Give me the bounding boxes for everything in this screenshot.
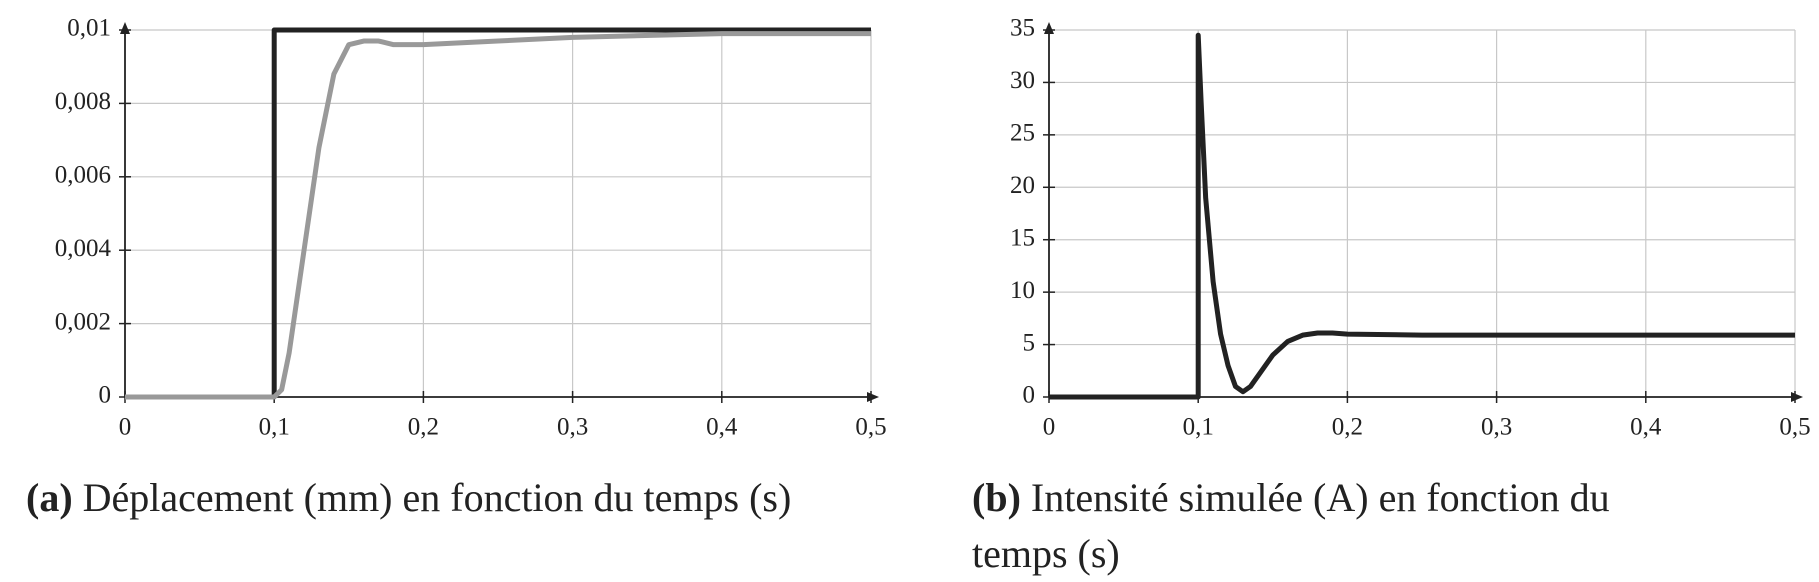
- series-line: [125, 31, 871, 400]
- x-tick-label: 0,5: [855, 414, 886, 441]
- y-tick-label: 0,002: [55, 308, 111, 335]
- series-line: [125, 27, 871, 400]
- y-tick-label: 0,008: [55, 88, 111, 115]
- y-tick-label: 25: [1010, 120, 1035, 147]
- y-tick-label: 20: [1010, 172, 1035, 199]
- x-axis-arrow: [867, 392, 879, 402]
- charts: 0 0,002 0,004 0,006 0,008 0,01 0 0,1 0,2 0,3 0,4 0,…: [55, 15, 1811, 441]
- x-tick-label: 0,2: [408, 414, 439, 441]
- x-tick-label: 0,3: [557, 414, 588, 441]
- caption-a: (a) Déplacement (mm) en fonction du temps…: [26, 470, 926, 526]
- y-tick-label: 0: [1023, 382, 1036, 409]
- y-tick-label: 10: [1010, 277, 1035, 304]
- x-tick-label: 0,3: [1481, 414, 1512, 441]
- y-tick-label: 0,006: [55, 162, 111, 189]
- y-axis-arrow: [120, 22, 130, 34]
- caption-b: (b) Intensité simulée (A) en fonction du …: [972, 470, 1692, 582]
- y-tick-label: 0,004: [55, 235, 112, 262]
- x-axis-arrow: [1791, 392, 1803, 402]
- x-tick-label: 0,2: [1332, 414, 1363, 441]
- x-tick-label: 0,4: [706, 414, 738, 441]
- x-tick-label: 0,5: [1779, 414, 1810, 441]
- y-tick-label: 15: [1010, 224, 1035, 251]
- x-tick-label: 0,1: [1183, 414, 1214, 441]
- y-tick-label: 30: [1010, 67, 1035, 94]
- y-tick-label: 0: [99, 382, 112, 409]
- y-tick-label: 5: [1023, 329, 1036, 356]
- y-axis-arrow: [1044, 22, 1054, 34]
- y-tick-label: 35: [1010, 15, 1035, 42]
- caption-text: Intensité simulée (A) en fonction du tem…: [972, 475, 1610, 576]
- caption-label: (b): [972, 475, 1021, 520]
- caption-label: (a): [26, 475, 73, 520]
- x-tick-label: 0: [1043, 414, 1056, 441]
- series-line: [1049, 32, 1795, 400]
- x-tick-label: 0,1: [259, 414, 290, 441]
- x-tick-label: 0,4: [1630, 414, 1662, 441]
- caption-text: Déplacement (mm) en fonction du temps (s…: [82, 475, 792, 520]
- x-tick-label: 0: [119, 414, 132, 441]
- y-tick-label: 0,01: [67, 15, 111, 42]
